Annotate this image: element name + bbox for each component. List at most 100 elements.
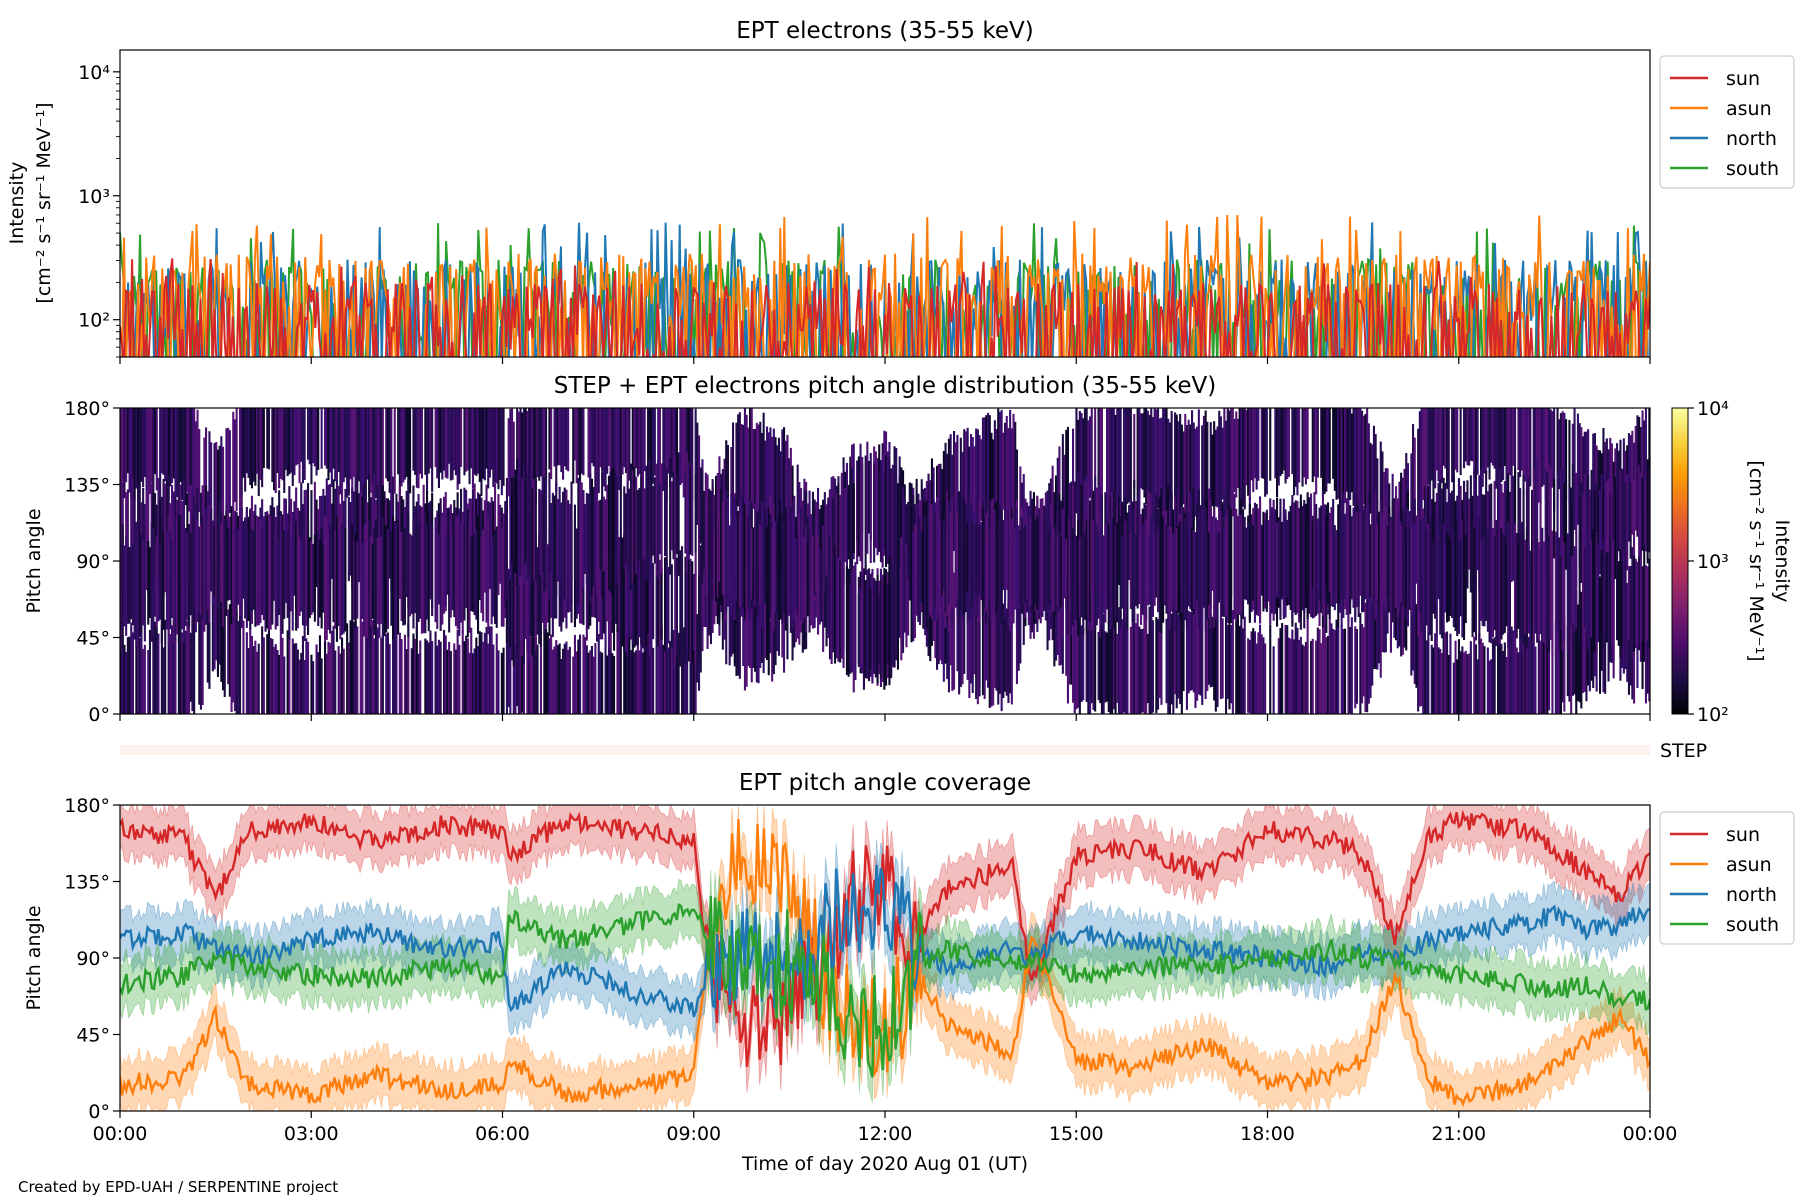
heatmap-cell bbox=[1015, 575, 1018, 685]
heatmap-cell bbox=[1493, 408, 1496, 469]
heatmap-cell bbox=[1021, 516, 1024, 614]
heatmap-cell bbox=[1519, 408, 1522, 478]
heatmap-cell bbox=[626, 531, 629, 657]
heatmap-cell bbox=[317, 530, 320, 627]
heatmap-cell bbox=[1078, 490, 1081, 582]
heatmap-cell bbox=[611, 468, 614, 595]
heatmap-cell bbox=[227, 427, 230, 523]
heatmap-cell bbox=[881, 582, 884, 676]
heatmap-cell bbox=[900, 467, 903, 571]
heatmap-cell bbox=[538, 488, 541, 576]
heatmap-cell bbox=[359, 408, 362, 503]
heatmap-cell bbox=[992, 439, 995, 512]
heatmap-cell bbox=[1123, 408, 1126, 514]
heatmap-cell bbox=[1165, 618, 1168, 704]
heatmap-cell bbox=[381, 517, 384, 642]
heatmap-cell bbox=[1648, 408, 1651, 513]
heatmap-cell bbox=[1320, 408, 1323, 478]
heatmap-cell bbox=[723, 493, 726, 606]
heatmap-cell bbox=[1406, 509, 1409, 627]
heatmap-cell bbox=[250, 408, 253, 489]
heatmap-cell bbox=[1029, 517, 1032, 606]
heatmap-cell bbox=[1107, 408, 1110, 512]
heatmap-cell bbox=[443, 408, 446, 471]
heatmap-cell bbox=[920, 531, 923, 603]
heatmap-cell bbox=[942, 559, 945, 682]
heatmap-cell bbox=[1607, 552, 1610, 645]
heatmap-cell bbox=[590, 478, 593, 596]
heatmap-cell bbox=[1345, 408, 1348, 492]
heatmap-cell bbox=[1174, 620, 1177, 695]
heatmap-cell bbox=[1383, 562, 1386, 653]
heatmap-cell bbox=[757, 561, 760, 684]
heatmap-cell bbox=[1350, 617, 1353, 714]
heatmap-cell bbox=[912, 531, 915, 622]
heatmap-cell bbox=[686, 451, 689, 572]
heatmap-cell bbox=[1459, 540, 1462, 617]
heatmap-cell bbox=[1338, 505, 1341, 605]
heatmap-cell bbox=[519, 470, 522, 577]
heatmap-cell bbox=[1361, 522, 1364, 599]
heatmap-cell bbox=[1090, 521, 1093, 631]
heatmap-cell bbox=[752, 580, 755, 668]
panel3-xtick-label: 12:00 bbox=[858, 1123, 913, 1145]
heatmap-cell bbox=[278, 408, 281, 489]
heatmap-cell bbox=[682, 627, 685, 714]
heatmap-cell bbox=[970, 434, 973, 535]
heatmap-cell bbox=[1293, 639, 1296, 714]
heatmap-cell bbox=[556, 498, 559, 582]
heatmap-cell bbox=[1094, 408, 1097, 517]
heatmap-cell bbox=[128, 546, 131, 624]
heatmap-cell bbox=[303, 660, 306, 714]
heatmap-cell bbox=[249, 408, 252, 486]
heatmap-cell bbox=[1208, 614, 1211, 685]
heatmap-cell bbox=[845, 462, 848, 585]
heatmap-cell bbox=[531, 533, 534, 656]
heatmap-cell bbox=[239, 501, 242, 617]
heatmap-cell bbox=[640, 476, 643, 572]
heatmap-cell bbox=[470, 536, 473, 612]
heatmap-cell bbox=[626, 652, 629, 714]
heatmap-cell bbox=[1291, 408, 1294, 475]
heatmap-cell bbox=[1578, 423, 1581, 519]
heatmap-cell bbox=[1468, 653, 1471, 714]
heatmap-cell bbox=[998, 411, 1001, 534]
heatmap-cell bbox=[805, 525, 808, 631]
heatmap-cell bbox=[696, 614, 699, 683]
heatmap-cell bbox=[643, 545, 646, 653]
heatmap-cell bbox=[1344, 513, 1347, 599]
heatmap-cell bbox=[1194, 590, 1197, 708]
heatmap-cell bbox=[682, 408, 685, 498]
heatmap-cell bbox=[521, 412, 524, 490]
heatmap-cell bbox=[635, 547, 638, 646]
heatmap-cell bbox=[366, 524, 369, 638]
panel2-ytick-label: 135° bbox=[64, 475, 110, 497]
heatmap-cell bbox=[1381, 513, 1384, 609]
heatmap-cell bbox=[1527, 636, 1530, 714]
heatmap-cell bbox=[140, 626, 143, 714]
heatmap-cell bbox=[1136, 408, 1139, 497]
heatmap-cell bbox=[1473, 408, 1476, 478]
heatmap-cell bbox=[886, 462, 889, 564]
heatmap-cell bbox=[898, 477, 901, 582]
heatmap-cell bbox=[254, 408, 257, 486]
heatmap-cell bbox=[689, 408, 692, 479]
heatmap-cell bbox=[138, 408, 141, 488]
heatmap-cell bbox=[361, 542, 364, 620]
heatmap-cell bbox=[993, 420, 996, 529]
heatmap-cell bbox=[743, 408, 746, 528]
heatmap-cell bbox=[1638, 556, 1641, 651]
heatmap-cell bbox=[1444, 408, 1447, 469]
heatmap-cell bbox=[1230, 625, 1233, 704]
heatmap-cell bbox=[1044, 521, 1047, 612]
heatmap-cell bbox=[1451, 490, 1454, 584]
heatmap-cell bbox=[1481, 536, 1484, 626]
heatmap-cell bbox=[776, 581, 779, 652]
heatmap-cell bbox=[198, 429, 201, 513]
heatmap-cell bbox=[546, 632, 549, 714]
heatmap-cell bbox=[754, 526, 757, 602]
heatmap-cell bbox=[1522, 529, 1525, 645]
heatmap-cell bbox=[1206, 605, 1209, 691]
heatmap-cell bbox=[1410, 453, 1413, 532]
heatmap-cell bbox=[825, 523, 828, 647]
